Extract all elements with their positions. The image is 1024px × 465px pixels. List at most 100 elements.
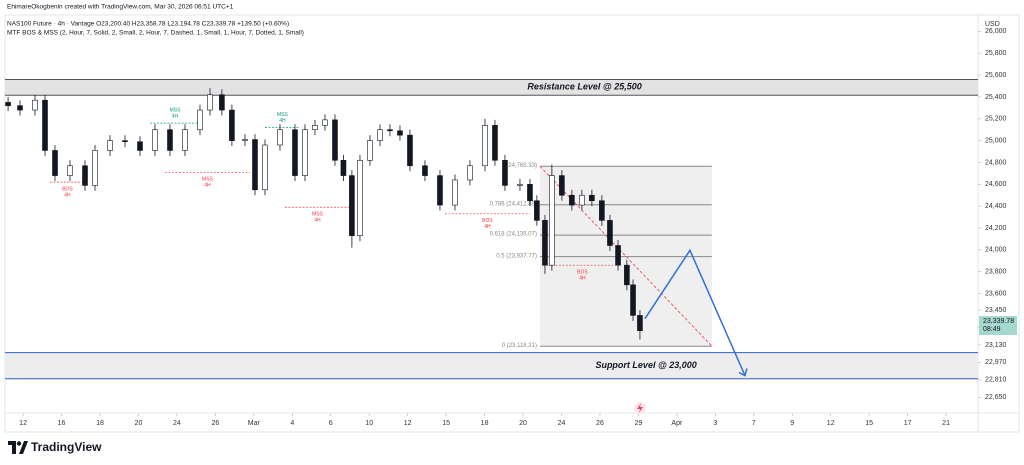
logo-mark — [8, 441, 16, 454]
candle-body — [549, 175, 555, 266]
logo-dot — [16, 441, 22, 446]
x-tick-label: 12 — [827, 420, 835, 427]
candle-body — [262, 144, 268, 191]
candle-body — [407, 134, 413, 167]
x-tick-label: Apr — [671, 420, 683, 427]
zone — [5, 79, 978, 96]
x-tick-label: 26 — [596, 420, 604, 427]
candle-body — [579, 194, 585, 206]
structure-label: MSS — [277, 112, 289, 118]
structure-timeframe: 4H — [484, 224, 491, 230]
candle-body — [607, 220, 613, 246]
y-tick-label: 22,650 — [985, 394, 1007, 401]
x-tick-label: 17 — [904, 420, 912, 427]
candle-body — [542, 220, 548, 266]
candle-body — [467, 165, 473, 181]
fib-diagonal — [539, 165, 713, 347]
y-tick-label: 24,400 — [985, 203, 1007, 210]
y-tick-label: 25,600 — [985, 72, 1007, 79]
logo-mark — [19, 441, 28, 454]
candle-body — [534, 200, 540, 221]
candle-body — [137, 141, 143, 151]
y-tick-label: 23,450 — [985, 307, 1007, 314]
structure-label: MSS — [312, 212, 324, 218]
x-tick-label: 18 — [481, 420, 489, 427]
x-tick-label: 12 — [404, 420, 412, 427]
structure-timeframe: 4H — [172, 113, 179, 119]
candle-body — [340, 159, 347, 176]
x-tick-label: 12 — [19, 420, 27, 427]
fib-label: 0.5 (23,937.77) — [496, 253, 537, 259]
candle-body — [377, 129, 383, 141]
candle-body — [302, 129, 308, 176]
candle-body — [437, 175, 443, 206]
y-tick-label: 25,800 — [985, 50, 1007, 57]
candle-body — [107, 140, 113, 151]
candle-body — [32, 99, 38, 111]
y-tick-label: 22,970 — [985, 359, 1007, 366]
candle-body — [5, 102, 11, 106]
structure-timeframe: 4H — [204, 183, 211, 189]
candle-body — [637, 315, 643, 332]
candle-body — [589, 194, 595, 202]
structure-timeframe: 4H — [314, 218, 321, 224]
candle-body — [17, 105, 23, 111]
candle-body — [624, 264, 630, 286]
structure-timeframe: 4H — [579, 275, 586, 281]
currency: USD — [985, 21, 1000, 28]
indicator-info: MTF BOS & MSS (2, Hour, 7, Solid, 2, Sma… — [7, 30, 304, 37]
x-tick-label: 10 — [365, 420, 373, 427]
structure-timeframe: 4H — [64, 192, 71, 198]
candle-body — [559, 175, 565, 196]
projection-path — [644, 248, 746, 376]
structure-label: MSS — [170, 107, 182, 113]
y-tick-label: 24,200 — [985, 225, 1007, 232]
last-price-label: 23,339.78 — [983, 318, 1014, 325]
candle-body — [502, 159, 508, 186]
candle-body — [207, 94, 213, 111]
candle-body — [599, 200, 605, 221]
y-tick-label: 24,000 — [985, 247, 1007, 254]
y-tick-label: 26,000 — [985, 28, 1007, 35]
y-tick-label: 22,810 — [985, 377, 1007, 384]
candle-body — [422, 165, 428, 176]
x-tick-label: 15 — [865, 420, 873, 427]
structure-timeframe: 4H — [279, 118, 286, 124]
candle-body — [229, 109, 235, 141]
fib-label: 0 (23,118.21) — [502, 343, 537, 349]
frame — [4, 14, 1020, 433]
candle-body — [312, 125, 318, 131]
candle-body — [357, 159, 363, 236]
symbol-info: NAS100 Future · 4h · Vantage O23,200.40 … — [7, 21, 289, 28]
candle-body — [387, 129, 393, 132]
x-tick-label: Mar — [248, 420, 261, 427]
fib-label: 0.786 (24,412.89) — [490, 201, 537, 207]
candle-body — [630, 284, 636, 316]
candle-body — [322, 119, 328, 126]
candle-body — [219, 94, 225, 111]
y-tick-label: 24,800 — [985, 159, 1007, 166]
x-tick-label: 24 — [173, 420, 181, 427]
candle-body — [452, 179, 458, 206]
candle-body — [482, 125, 488, 167]
candle-body — [527, 184, 533, 202]
candle-body — [517, 184, 523, 186]
countdown: 08:49 — [983, 326, 1001, 333]
zone-label: Resistance Level @ 25,500 — [527, 82, 641, 92]
candle-body — [167, 129, 173, 151]
x-tick-label: 6 — [329, 420, 333, 427]
candle-body — [492, 125, 498, 161]
x-tick-label: 9 — [790, 420, 794, 427]
candle-body — [569, 194, 575, 206]
projection-arrowhead — [738, 368, 748, 377]
x-tick-label: 15 — [442, 420, 450, 427]
x-tick-label: 24 — [558, 420, 566, 427]
x-tick-label: 18 — [96, 420, 104, 427]
fib-label: 0.618 (24,135.07) — [490, 232, 537, 238]
last-price-tag — [979, 315, 1017, 335]
structure-label: BOS — [482, 218, 493, 224]
structure-label: MSS — [202, 177, 214, 183]
event-bolt — [637, 403, 643, 413]
